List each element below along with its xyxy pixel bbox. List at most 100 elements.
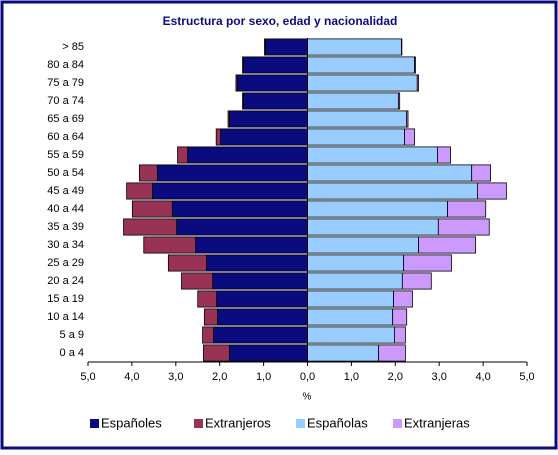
x-tick-label: 4,0 — [475, 371, 490, 383]
bar — [243, 93, 307, 109]
legend-swatch — [90, 419, 99, 428]
bar — [415, 57, 416, 73]
bar — [394, 327, 405, 343]
y-tick-label: 80 a 84 — [47, 59, 84, 71]
legend-swatch — [194, 419, 203, 428]
x-tick-label: 1,0 — [344, 371, 359, 383]
bar — [265, 39, 307, 55]
y-tick-label: 25 a 29 — [47, 257, 84, 269]
bar — [308, 93, 399, 109]
bar — [203, 327, 214, 343]
y-tick-label: 40 a 44 — [47, 203, 84, 215]
bar — [477, 183, 506, 199]
legend-label: Españoles — [101, 415, 162, 430]
y-tick-label: > 85 — [62, 41, 84, 53]
bar — [308, 255, 404, 271]
bar — [214, 327, 308, 343]
bar — [308, 273, 403, 289]
bar — [402, 273, 431, 289]
bar — [182, 273, 213, 289]
bar — [216, 129, 220, 145]
bar — [139, 165, 157, 181]
y-tick-label: 0 a 4 — [60, 347, 84, 359]
bar — [379, 345, 406, 361]
bar — [188, 147, 308, 163]
bar — [177, 219, 308, 235]
bar — [308, 75, 418, 91]
bar — [405, 129, 415, 145]
bar — [437, 147, 450, 163]
bar — [394, 291, 413, 307]
bar — [198, 291, 217, 307]
bar — [308, 111, 407, 127]
bar — [308, 219, 439, 235]
y-tick-label: 75 a 79 — [47, 77, 84, 89]
bar — [448, 201, 486, 217]
y-tick-label: 15 a 19 — [47, 293, 84, 305]
bar — [228, 111, 229, 127]
bar — [398, 93, 399, 109]
bar — [308, 201, 448, 217]
bar — [407, 111, 408, 127]
bar — [236, 75, 237, 91]
bar — [308, 237, 419, 253]
bar — [217, 291, 308, 307]
bar — [207, 255, 308, 271]
bar — [308, 57, 415, 73]
bar — [308, 183, 478, 199]
bar — [308, 39, 402, 55]
y-tick-label: 65 a 69 — [47, 113, 84, 125]
bar — [213, 273, 308, 289]
bar — [308, 147, 438, 163]
x-tick-label: 2,0 — [388, 371, 403, 383]
bar — [308, 345, 379, 361]
bar — [204, 309, 217, 325]
bar — [124, 219, 177, 235]
legend-label: Extranjeros — [205, 415, 271, 430]
bar — [144, 237, 196, 253]
x-tick-label: 5,0 — [519, 371, 534, 383]
bar — [404, 255, 452, 271]
bar — [157, 165, 307, 181]
bar — [132, 201, 172, 217]
bar — [229, 345, 307, 361]
bar — [243, 57, 244, 73]
bar — [472, 165, 491, 181]
bar — [243, 93, 244, 109]
bar — [308, 291, 394, 307]
bar — [308, 165, 472, 181]
legend-swatch — [393, 419, 402, 428]
bar — [243, 57, 307, 73]
legend-swatch — [296, 419, 305, 428]
bar — [153, 183, 308, 199]
bar — [393, 309, 407, 325]
x-tick-label: 3,0 — [168, 371, 183, 383]
y-tick-label: 10 a 14 — [47, 311, 84, 323]
y-tick-label: 45 a 49 — [47, 185, 84, 197]
bar — [168, 255, 206, 271]
bar — [229, 111, 307, 127]
bar — [203, 345, 229, 361]
x-tick-label: 2,0 — [212, 371, 227, 383]
bar — [172, 201, 307, 217]
x-tick-label: 1,0 — [256, 371, 271, 383]
x-tick-label: 5,0 — [80, 371, 95, 383]
y-tick-label: 70 a 74 — [47, 95, 84, 107]
x-tick-label: 0,0 — [300, 371, 315, 383]
bar — [196, 237, 308, 253]
bar — [308, 327, 395, 343]
bar — [438, 219, 489, 235]
bar — [417, 75, 418, 91]
y-tick-label: 30 a 34 — [47, 239, 84, 251]
bar — [264, 39, 265, 55]
bar — [308, 129, 405, 145]
y-tick-label: 50 a 54 — [47, 167, 84, 179]
x-tick-label: 4,0 — [124, 371, 139, 383]
chart-title: Estructura por sexo, edad y nacionalidad — [163, 14, 398, 28]
bar — [127, 183, 153, 199]
y-tick-label: 55 a 59 — [47, 149, 84, 161]
y-tick-label: 5 a 9 — [60, 329, 84, 341]
y-tick-label: 60 a 64 — [47, 131, 84, 143]
bar — [218, 309, 308, 325]
